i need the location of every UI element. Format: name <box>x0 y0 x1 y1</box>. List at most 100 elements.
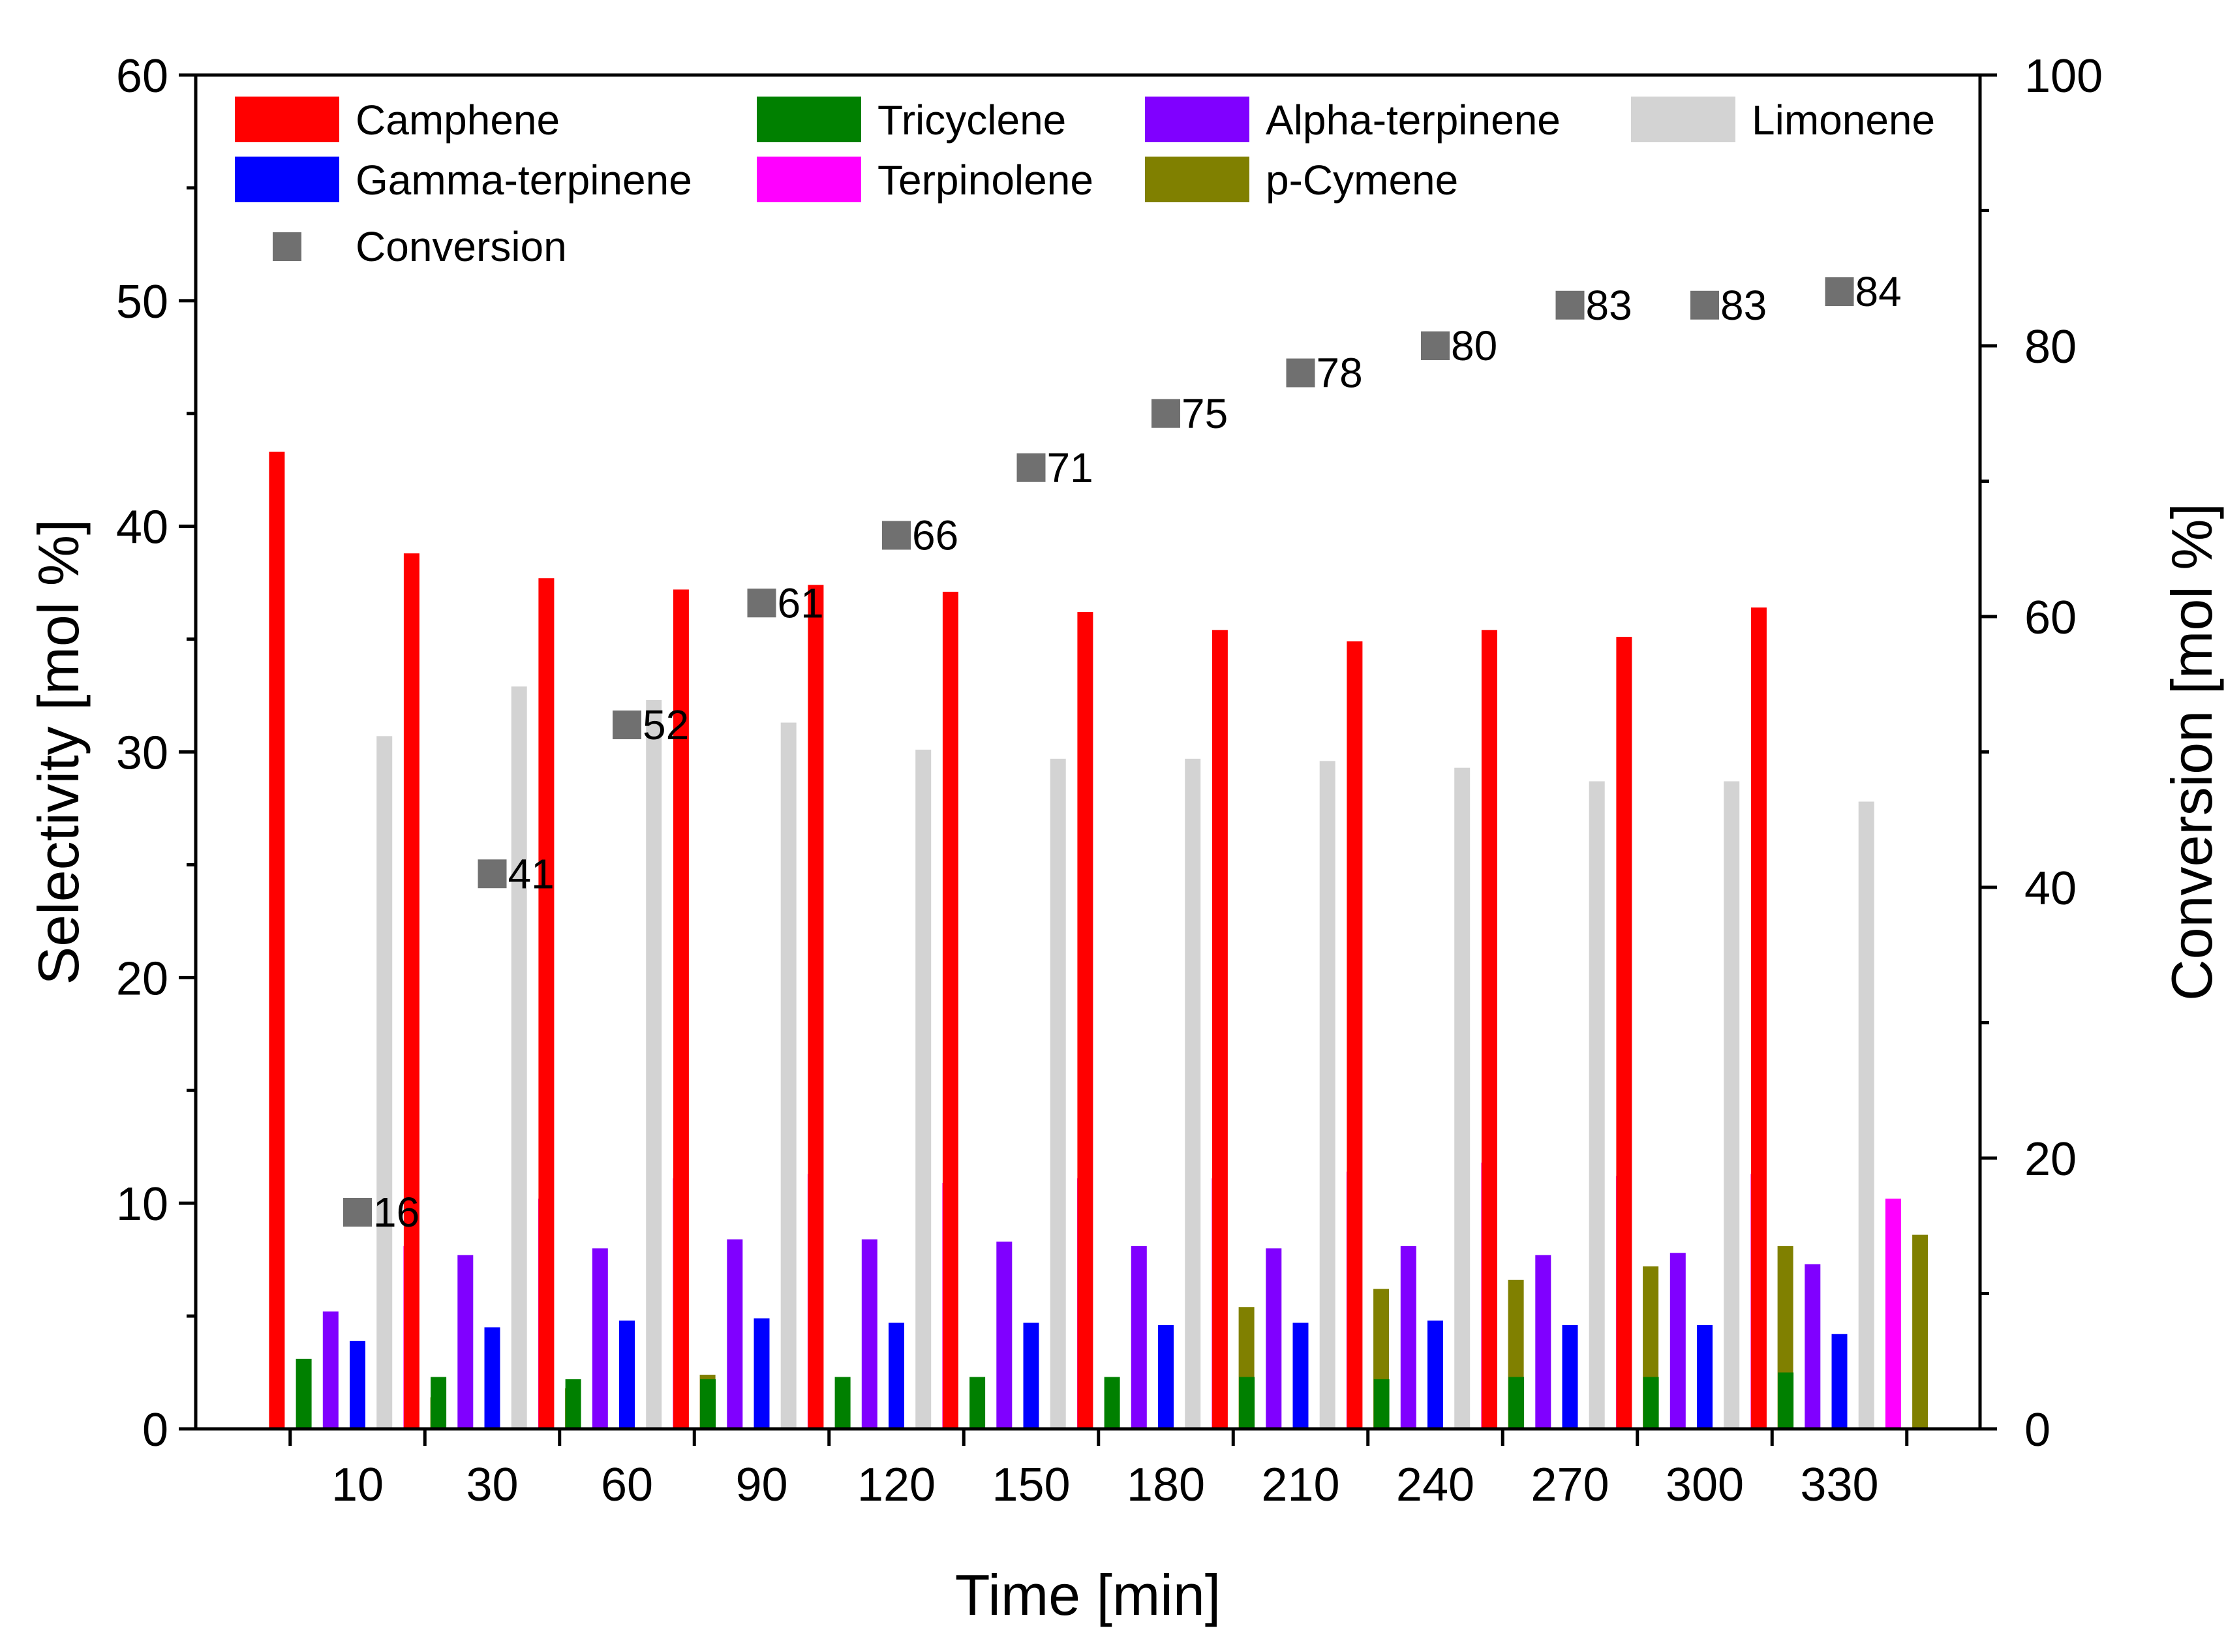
y2-tick-label-40: 40 <box>2024 863 2077 915</box>
bar-camphene-150 <box>942 591 958 1430</box>
legend-swatch-gamma-terpinene <box>235 157 339 202</box>
bar-tricyclene-330 <box>1778 1372 1794 1429</box>
bar-gamma-terpinene-90 <box>754 1318 770 1429</box>
bar-gamma-terpinene-240 <box>1427 1321 1443 1429</box>
conversion-label-90: 61 <box>778 579 824 626</box>
x-tick-label-90: 90 <box>735 1459 787 1511</box>
bar-camphene-30 <box>403 553 419 1429</box>
bar-tricyclene-30 <box>431 1377 447 1429</box>
bar-alpha-terpinene-30 <box>457 1255 474 1429</box>
y-tick-label-30: 30 <box>116 727 168 780</box>
bar-gamma-terpinene-210 <box>1292 1323 1309 1429</box>
conversion-marker-90 <box>747 589 776 618</box>
legend-label-terpinolene: Terpinolene <box>877 157 1093 204</box>
conversion-marker-240 <box>1421 331 1450 360</box>
bar-terpinolene-330 <box>1885 1199 1901 1429</box>
conversion-label-300: 83 <box>1720 282 1767 329</box>
conversion-points-layer: 16 41 52 61 66 71 75 78 80 83 83 84 <box>343 268 1902 1236</box>
y2-axis-title: Conversion [mol %] <box>2159 503 2224 1001</box>
bar-limonene-150 <box>1050 758 1066 1429</box>
bar-camphene-210 <box>1212 630 1228 1429</box>
bar-limonene-60 <box>646 699 662 1429</box>
conversion-label-150: 71 <box>1047 444 1093 491</box>
y2-tick-label-60: 60 <box>2024 592 2077 644</box>
bar-alpha-terpinene-270 <box>1535 1255 1551 1429</box>
bar-limonene-30 <box>511 686 527 1429</box>
conversion-marker-30 <box>478 859 507 889</box>
legend: Camphene Tricyclene Alpha-terpinene Limonen… <box>235 97 1935 270</box>
bar-gamma-terpinene-300 <box>1697 1324 1713 1429</box>
bar-gamma-terpinene-120 <box>889 1323 904 1429</box>
x-tick-label-330: 330 <box>1800 1459 1878 1511</box>
legend-label-alpha-terpinene: Alpha-terpinene <box>1266 97 1561 144</box>
bar-tricyclene-300 <box>1643 1377 1659 1429</box>
bar-limonene-90 <box>780 722 797 1429</box>
x-tick-label-120: 120 <box>857 1459 936 1511</box>
bar-tricyclene-120 <box>834 1377 851 1429</box>
conversion-marker-120 <box>882 521 911 550</box>
bar-tricyclene-90 <box>700 1379 716 1429</box>
bar-p-cymene-330 <box>1912 1234 1929 1429</box>
y2-tick-label-0: 0 <box>2024 1404 2051 1456</box>
bar-camphene-330 <box>1750 607 1767 1429</box>
bar-camphene-10 <box>269 451 285 1429</box>
bar-camphene-240 <box>1347 641 1363 1429</box>
bar-alpha-terpinene-180 <box>1131 1246 1147 1429</box>
conversion-marker-150 <box>1016 453 1046 482</box>
conversion-label-270: 83 <box>1586 282 1632 329</box>
bar-camphene-90 <box>673 589 689 1429</box>
bar-tricyclene-270 <box>1508 1377 1525 1429</box>
bar-tricyclene-210 <box>1239 1377 1255 1429</box>
x-tick-label-10: 10 <box>331 1459 384 1511</box>
x-tick-label-180: 180 <box>1127 1459 1205 1511</box>
legend-swatch-tricyclene <box>757 97 861 142</box>
conversion-marker-180 <box>1151 399 1180 428</box>
y-tick-label-0: 0 <box>142 1404 168 1456</box>
bar-limonene-330 <box>1858 801 1874 1429</box>
conversion-label-30: 41 <box>508 850 555 897</box>
y2-tick-label-80: 80 <box>2024 321 2077 373</box>
bar-alpha-terpinene-120 <box>861 1239 877 1429</box>
bar-gamma-terpinene-10 <box>350 1341 365 1429</box>
bar-limonene-300 <box>1724 781 1740 1429</box>
y-axis-title: Selectivity [mol %] <box>26 519 91 985</box>
y-tick-label-10: 10 <box>116 1178 168 1231</box>
bar-tricyclene-180 <box>1104 1377 1120 1429</box>
bar-gamma-terpinene-330 <box>1831 1334 1848 1429</box>
bar-limonene-270 <box>1589 781 1605 1429</box>
legend-swatch-alpha-terpinene <box>1145 97 1249 142</box>
y-tick-label-60: 60 <box>116 50 168 102</box>
conversion-marker-60 <box>613 711 641 739</box>
bar-tricyclene-240 <box>1373 1379 1390 1429</box>
legend-label-camphene: Camphene <box>356 97 560 144</box>
y-tick-label-20: 20 <box>116 953 168 1005</box>
conversion-marker-330 <box>1825 277 1854 306</box>
bar-limonene-240 <box>1454 767 1471 1429</box>
y2-tick-label-20: 20 <box>2024 1133 2077 1185</box>
bar-tricyclene-60 <box>565 1379 581 1429</box>
bar-alpha-terpinene-10 <box>322 1311 339 1429</box>
conversion-label-180: 75 <box>1182 390 1228 437</box>
bar-alpha-terpinene-90 <box>727 1239 743 1429</box>
conversion-marker-210 <box>1286 358 1315 388</box>
x-tick-label-60: 60 <box>601 1459 653 1511</box>
bar-limonene-210 <box>1319 761 1335 1429</box>
conversion-label-330: 84 <box>1855 268 1902 315</box>
conversion-label-210: 78 <box>1317 350 1363 397</box>
legend-swatch-p-cymene <box>1145 157 1249 202</box>
legend-swatch-camphene <box>235 97 339 142</box>
legend-label-p-cymene: p-Cymene <box>1266 157 1458 204</box>
bar-gamma-terpinene-270 <box>1562 1324 1578 1429</box>
bars-layer <box>269 451 1929 1430</box>
legend-label-tricyclene: Tricyclene <box>877 97 1066 144</box>
x-tick-label-30: 30 <box>466 1459 518 1511</box>
bar-gamma-terpinene-30 <box>484 1327 500 1429</box>
bar-gamma-terpinene-60 <box>619 1321 635 1429</box>
bar-alpha-terpinene-150 <box>996 1241 1013 1429</box>
bar-alpha-terpinene-240 <box>1400 1246 1416 1429</box>
bar-limonene-120 <box>915 750 932 1429</box>
bar-gamma-terpinene-150 <box>1023 1323 1039 1429</box>
legend-swatch-limonene <box>1631 97 1735 142</box>
